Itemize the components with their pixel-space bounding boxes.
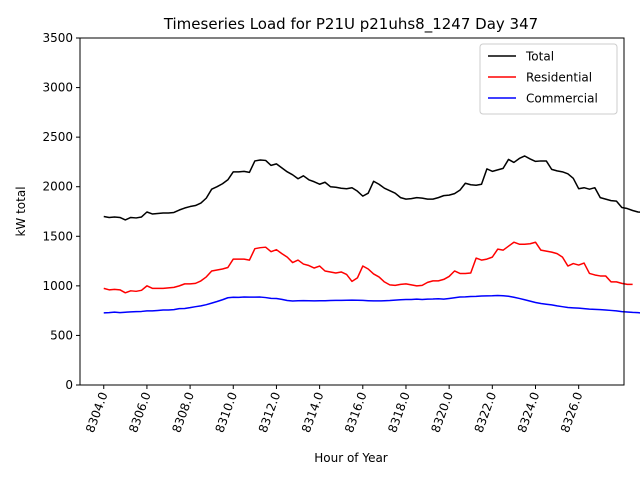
x-axis: 8304.0 8306.0 8308.0 8310.0 8312.0 8314.0 8316… [83, 385, 585, 434]
y-tick-label: 3000 [42, 81, 73, 95]
series-line-residential [103, 241, 633, 294]
y-axis-label: kW total [14, 186, 28, 236]
x-tick-label: 8318.0 [385, 390, 413, 434]
legend-box [479, 43, 618, 115]
y-tick-label: 1000 [42, 279, 73, 293]
x-tick-label: 8312.0 [256, 390, 284, 434]
y-tick-label: 1500 [42, 229, 73, 243]
legend-label-residential: Residential [526, 71, 592, 85]
x-axis-label: Hour of Year [314, 451, 388, 465]
y-tick-label: 2500 [42, 130, 73, 144]
y-tick-label: 3500 [42, 31, 73, 45]
y-tick-label: 500 [50, 328, 73, 342]
x-tick-label: 8306.0 [126, 390, 154, 434]
x-tick-label: 8324.0 [515, 390, 543, 434]
series-line-total [103, 155, 640, 221]
plot-frame [79, 37, 625, 386]
x-tick-label: 8304.0 [83, 390, 111, 434]
legend-label-commercial: Commercial [526, 92, 598, 106]
y-axis: 0 500 1000 1500 2000 2500 3000 3500 [42, 31, 80, 392]
x-tick-label: 8316.0 [342, 390, 370, 434]
legend: Total Residential Commercial [479, 43, 618, 115]
x-tick-label: 8310.0 [213, 390, 241, 434]
y-tick-label: 2000 [42, 180, 73, 194]
series-layer [103, 155, 640, 314]
x-tick-label: 8320.0 [428, 390, 456, 434]
x-tick-label: 8322.0 [472, 390, 500, 434]
legend-label-total: Total [525, 50, 554, 64]
x-tick-label: 8314.0 [299, 390, 327, 434]
x-tick-label: 8326.0 [558, 390, 586, 434]
x-tick-label: 8308.0 [169, 390, 197, 434]
series-line-commercial [103, 294, 640, 314]
chart-title: Timeseries Load for P21U p21uhs8_1247 Da… [163, 15, 538, 34]
y-tick-label: 0 [65, 378, 73, 392]
